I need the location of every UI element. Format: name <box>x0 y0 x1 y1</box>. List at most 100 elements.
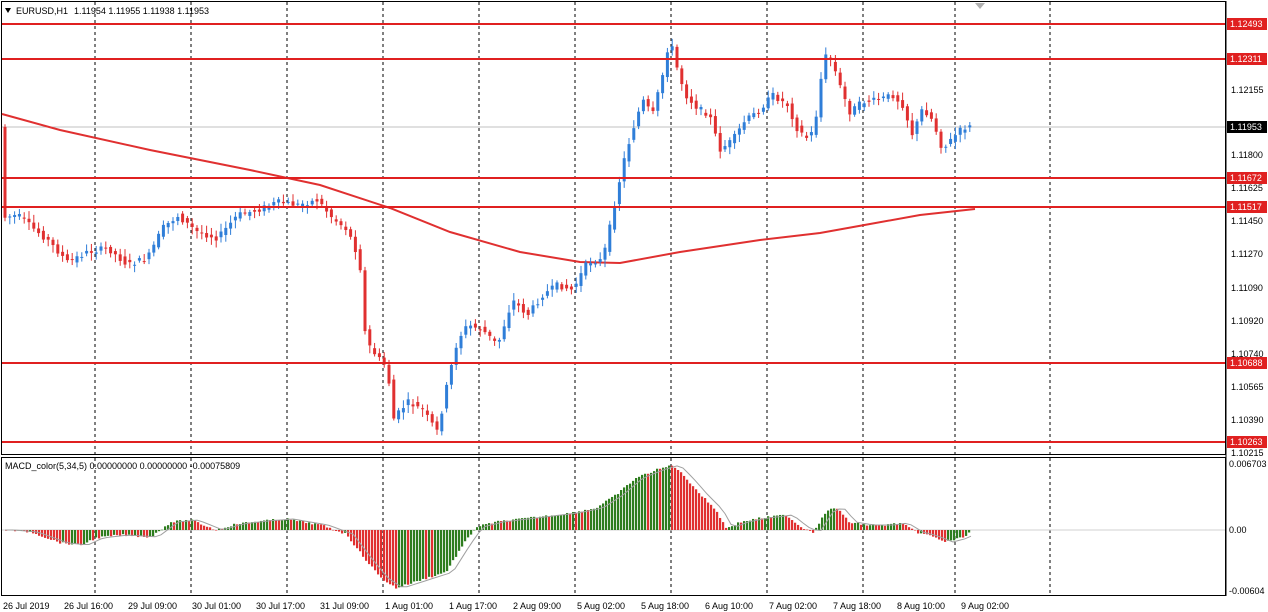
macd-bar-up <box>605 500 608 530</box>
macd-bar-down <box>770 517 773 530</box>
bull-candle <box>147 252 151 260</box>
bear-candle <box>694 100 698 109</box>
macd-bar-down <box>92 530 95 541</box>
macd-bar-up <box>512 519 515 530</box>
macd-bar-up <box>179 520 182 530</box>
bear-candle <box>473 323 477 328</box>
macd-bar-down <box>386 530 389 583</box>
bull-candle <box>296 203 300 205</box>
bull-candle <box>75 256 79 263</box>
time-tick: 30 Jul 17:00 <box>256 601 305 611</box>
macd-bar-up <box>314 523 317 530</box>
macd-bar-down <box>722 522 725 530</box>
bull-candle <box>272 202 276 206</box>
macd-bar-down <box>395 530 398 589</box>
bear-candle <box>205 233 209 238</box>
macd-bar-up <box>266 519 269 530</box>
macd-bar-down <box>362 530 365 557</box>
macd-bar-up <box>950 530 953 541</box>
macd-bar-up <box>449 530 452 566</box>
macd-bar-down <box>200 524 203 530</box>
macd-bar-down <box>182 521 185 530</box>
macd-bar-down <box>506 520 509 530</box>
macd-bar-up <box>899 522 902 530</box>
bull-candle <box>752 113 756 118</box>
price-tick: 1.11800 <box>1231 150 1263 160</box>
macd-bar-up <box>518 518 521 530</box>
bear-candle <box>934 118 938 132</box>
macd-bar-up <box>602 503 605 530</box>
price-tick: 1.10920 <box>1231 316 1264 326</box>
horizontal-levels[interactable] <box>2 23 1225 443</box>
macd-bar-up <box>479 526 482 530</box>
macd-tick: 0.00 <box>1229 525 1247 535</box>
macd-bar-down <box>80 530 83 546</box>
bear-candle <box>781 98 785 102</box>
bull-candle <box>277 199 281 203</box>
macd-bar-down <box>374 530 377 571</box>
bull-candle <box>656 92 660 111</box>
time-tick: 26 Jul 16:00 <box>64 601 113 611</box>
macd-bar-up <box>476 527 479 530</box>
macd-bar-down <box>581 511 584 530</box>
bear-candle <box>104 247 108 249</box>
bull-candle <box>771 92 775 100</box>
dropdown-triangle-icon[interactable] <box>5 8 11 13</box>
macd-bar-up <box>560 514 563 530</box>
macd-bar-up <box>644 473 647 530</box>
price-tick: 1.11450 <box>1231 216 1263 226</box>
macd-title: MACD_color(5,34,5) 0.00000000 0.00000000… <box>5 461 240 471</box>
bear-candle <box>243 212 247 214</box>
bear-candle <box>521 304 525 313</box>
macd-bar-down <box>137 530 140 538</box>
macd-bar-down <box>302 521 305 530</box>
macd-bar-down <box>785 515 788 530</box>
macd-bar-down <box>845 517 848 530</box>
bear-candle <box>349 229 353 237</box>
bear-candle <box>526 309 530 315</box>
level-tag: 1.12493 <box>1230 19 1263 29</box>
macd-bar-down <box>68 530 71 545</box>
current-price-tag <box>1227 121 1267 133</box>
macd-bar-up <box>881 524 884 530</box>
macd-panel[interactable] <box>1 457 1226 596</box>
scroll-shift-marker-icon[interactable] <box>975 3 985 9</box>
macd-bar-up <box>767 516 770 530</box>
macd-bar-down <box>248 522 251 530</box>
bull-candle <box>536 304 540 306</box>
current-price-label: 1.11953 <box>1230 122 1262 132</box>
bull-candle <box>953 135 957 142</box>
ohlc-readout: 1.11954 1.11955 1.11938 1.11953 <box>74 6 209 16</box>
bull-candle <box>574 283 578 287</box>
bear-candle <box>118 254 122 261</box>
bear-candle <box>939 131 943 148</box>
level-tag: 1.12311 <box>1230 54 1262 64</box>
time-tick: 30 Jul 01:00 <box>192 601 241 611</box>
bear-candle <box>377 353 381 358</box>
bear-candle <box>61 251 65 256</box>
bull-candle <box>301 203 305 207</box>
time-tick: 1 Aug 01:00 <box>385 601 433 611</box>
bull-candle <box>497 339 501 342</box>
bear-candle <box>838 72 842 86</box>
bear-candle <box>867 100 871 102</box>
bull-candle <box>454 347 458 365</box>
bull-candle <box>593 263 597 265</box>
macd-bar-down <box>575 512 578 530</box>
macd-bar-down <box>59 530 62 544</box>
macd-bar-up <box>758 517 761 530</box>
bull-candle <box>8 216 12 218</box>
macd-bar-up <box>653 471 656 530</box>
bull-candle <box>627 144 631 162</box>
macd-bar-up <box>614 494 617 530</box>
bull-candle <box>958 127 962 135</box>
macd-bar-up <box>953 530 956 541</box>
bear-candle <box>843 86 847 100</box>
macd-bar-up <box>284 519 287 530</box>
macd-tick: -0.00604 <box>1229 586 1265 596</box>
macd-bar-up <box>485 524 488 530</box>
bear-candle <box>785 103 789 107</box>
macd-bar-up <box>281 520 284 530</box>
macd-bar-up <box>782 514 785 530</box>
